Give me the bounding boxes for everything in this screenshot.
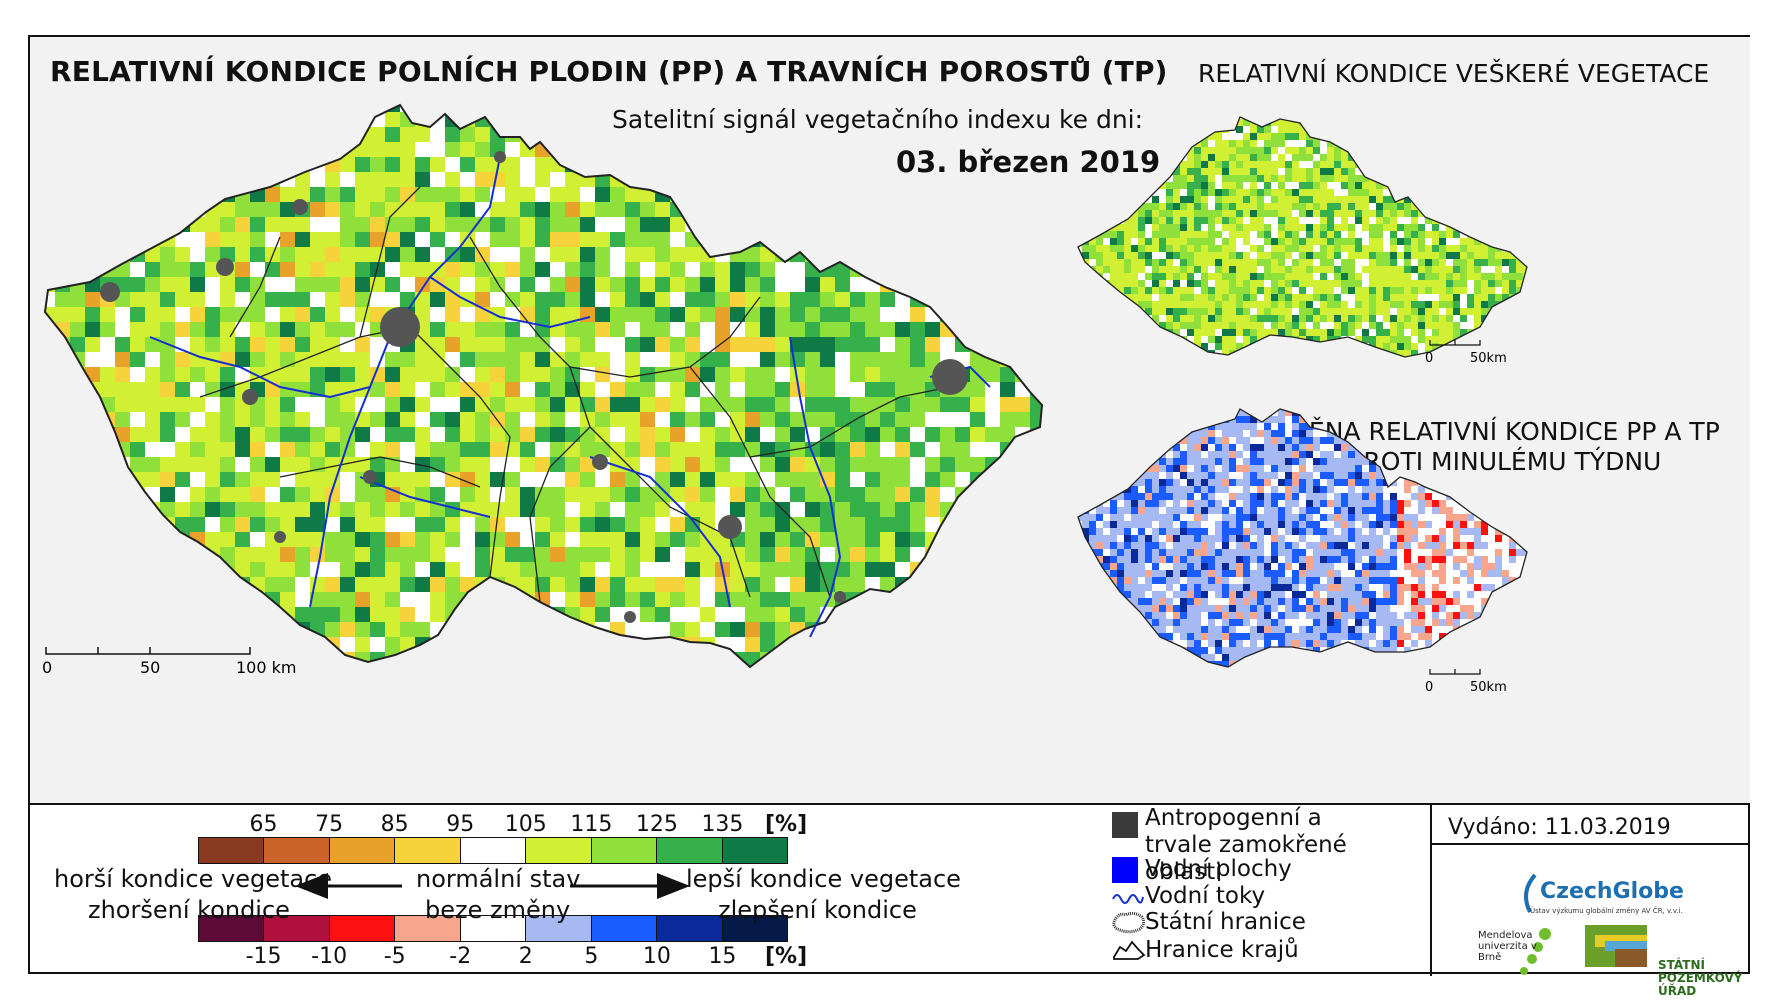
map-panel: RELATIVNÍ KONDICE POLNÍCH PLODIN (PP) A … [30, 37, 1750, 805]
label-better-change: zlepšení kondice [718, 896, 917, 924]
main-map: 0 50 100 km 0 50km 0 50km [42, 103, 1528, 695]
legend-value: 105 [504, 812, 547, 837]
color-swatch [460, 838, 527, 863]
scale-veg-0: 0 [1425, 351, 1433, 366]
scale-change-0: 0 [1425, 680, 1433, 695]
legend-value: -10 [311, 944, 348, 969]
water-body-swatch-icon [1112, 857, 1138, 883]
main-title: RELATIVNÍ KONDICE POLNÍCH PLODIN (PP) A … [50, 55, 1168, 88]
date-label: 03. březen 2019 [896, 145, 1161, 179]
map-frame: RELATIVNÍ KONDICE POLNÍCH PLODIN (PP) A … [28, 35, 1750, 998]
legend-state-border: Státní hranice [1145, 909, 1306, 935]
scale-bar-veg: 0 50km [1425, 340, 1507, 366]
color-swatch [526, 916, 592, 941]
legend-value: 2 [518, 944, 533, 969]
spu-logo-text: STÁTNÍ POZEMKOVÝ ÚŘAD [1658, 958, 1743, 998]
scale-veg-50: 50km [1470, 351, 1507, 366]
anthropogenic-swatch-icon [1112, 812, 1138, 838]
legend-value: 65 [249, 812, 278, 837]
scale-main-50: 50 [140, 658, 160, 677]
color-swatch [722, 838, 787, 863]
legend-value: 125 [635, 812, 678, 837]
color-swatch [395, 838, 461, 863]
legend-region-border: Hranice krajů [1145, 937, 1299, 963]
color-swatch [264, 838, 330, 863]
legend-value: 85 [380, 812, 409, 837]
legend-value: 75 [315, 812, 344, 837]
color-swatch [199, 838, 265, 863]
label-no-change: beze změny [425, 896, 571, 924]
scale-main-100: 100 km [236, 658, 296, 677]
czechglobe-logo: CzechGlobe [1540, 879, 1684, 904]
region-border-icon [1113, 940, 1146, 960]
label-worse-change: zhoršení kondice [88, 896, 290, 924]
state-border-veg [1077, 116, 1528, 358]
state-border-icon [1112, 911, 1146, 934]
region-borders-main [199, 186, 951, 603]
color-swatch [395, 916, 461, 941]
color-swatch [199, 916, 265, 941]
legend-anthropogenic: Antropogenní a trvale zamokřené oblasti [1145, 805, 1347, 885]
state-border-change [1077, 408, 1528, 668]
condition-color-bar [198, 837, 788, 864]
color-swatch [329, 838, 396, 863]
river-line-icon [1112, 894, 1144, 904]
color-swatch [657, 838, 723, 863]
issued-box [1430, 805, 1750, 845]
scale-bar-change: 0 50km [1425, 669, 1507, 695]
color-swatch [526, 838, 592, 863]
legend-water-bodies: Vodní plochy [1145, 856, 1292, 882]
legend-value: -15 [245, 944, 282, 969]
logo-box [1430, 845, 1750, 976]
vegetation-raster [1078, 117, 1527, 357]
label-better-vegetation: lepší kondice vegetace [686, 865, 961, 893]
state-border-main [43, 103, 1044, 669]
color-swatch [591, 916, 658, 941]
mendel-logo-text: Mendelova univerzita v Brně [1478, 930, 1537, 963]
label-normal-state: normální stav [416, 865, 581, 893]
condition-unit: [%] [765, 812, 808, 837]
change-raster [1078, 409, 1527, 667]
arrow-right-icon [570, 873, 690, 899]
color-swatch [591, 838, 658, 863]
legend-value: -2 [449, 944, 472, 969]
scale-change-50: 50km [1470, 680, 1507, 695]
change-color-bar [198, 915, 788, 942]
color-swatch [460, 916, 527, 941]
legend-value: 10 [642, 944, 671, 969]
scale-bar-main: 0 50 100 km [42, 647, 296, 677]
legend-value: 135 [701, 812, 744, 837]
vegetation-map-title: RELATIVNÍ KONDICE VEŠKERÉ VEGETACE [1198, 59, 1710, 88]
color-swatch [329, 916, 396, 941]
legend-value: 95 [446, 812, 475, 837]
label-worse-vegetation: horší kondice vegetace [54, 865, 333, 893]
legend-value: -5 [383, 944, 406, 969]
legend-value: 5 [584, 944, 599, 969]
scale-main-0: 0 [42, 658, 52, 677]
color-swatch [264, 916, 330, 941]
issued-date: Vydáno: 11.03.2019 [1448, 815, 1671, 840]
change-unit: [%] [765, 944, 808, 969]
legend-divider [30, 803, 1750, 805]
condition-raster [45, 105, 1042, 667]
subtitle: Satelitní signál vegetačního indexu ke d… [612, 105, 1144, 134]
czechglobe-subtitle: Ústav výzkumu globální změny AV ČR, v.v.… [1530, 907, 1683, 915]
color-swatch [722, 916, 787, 941]
legend-value: 15 [708, 944, 737, 969]
legend-rivers: Vodní toky [1145, 883, 1266, 909]
color-swatch [657, 916, 723, 941]
legend-value: 115 [570, 812, 613, 837]
urban-areas-main [100, 151, 968, 623]
